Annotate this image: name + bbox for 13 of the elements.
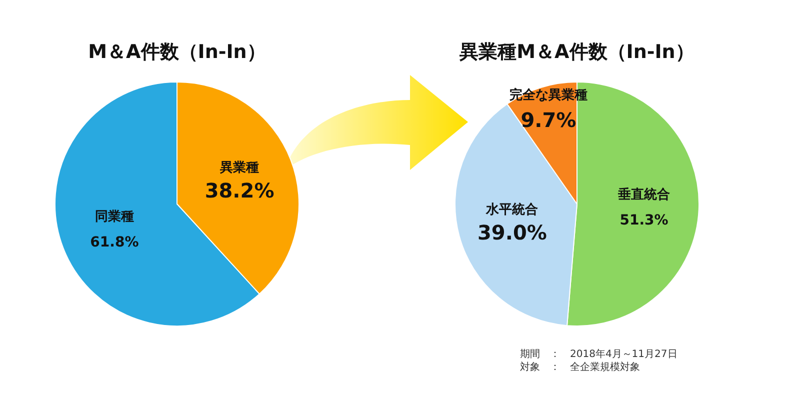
chart-title: 異業種M＆A件数（In-In） <box>458 41 694 63</box>
data-label: 9.7% <box>520 108 576 132</box>
data-label: 51.3% <box>620 212 668 229</box>
text: 対象 ： 全企業規模対象 <box>520 361 640 373</box>
slice-label: 水平統合 <box>485 202 538 218</box>
slice-label: 同業種 <box>94 209 134 224</box>
slice-label: 異業種 <box>219 160 260 176</box>
data-label: 39.0% <box>478 220 547 244</box>
data-label: 38.2% <box>204 178 274 203</box>
slice-label: 垂直統合 <box>617 186 670 203</box>
chart-title: M＆A件数（In-In） <box>88 41 266 63</box>
text: 期間 ： 2018年4月～11月27日 <box>520 348 678 360</box>
data-label: 61.8% <box>90 234 139 250</box>
